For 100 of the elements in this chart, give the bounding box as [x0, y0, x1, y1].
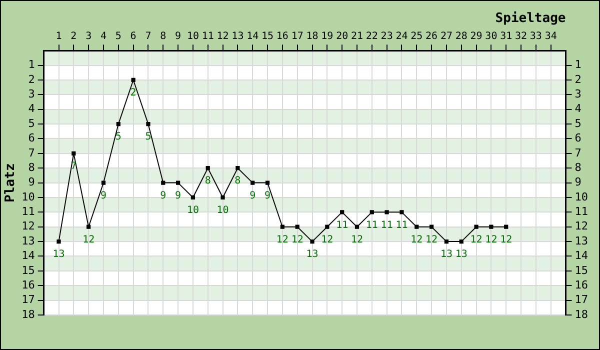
- y-tick-label: 18: [22, 308, 35, 321]
- x-tick-label: 11: [202, 31, 214, 42]
- y-tick-label: 13: [22, 234, 35, 248]
- point: [489, 224, 494, 229]
- y-tick-label: 1: [28, 58, 35, 72]
- point: [206, 166, 210, 170]
- x-tick-label: 4: [100, 31, 107, 42]
- point: [101, 180, 106, 185]
- x-tick-label: 23: [380, 31, 393, 42]
- y-tick-label: 6: [28, 132, 35, 145]
- point: [161, 180, 166, 185]
- data-label: 9: [100, 190, 107, 202]
- point: [354, 224, 360, 229]
- data-label: 12: [291, 234, 304, 246]
- data-label: 12: [350, 234, 364, 246]
- x-tick-label: 5: [115, 31, 122, 42]
- data-label: 2: [130, 88, 136, 99]
- y-tick-label: 9: [28, 176, 35, 189]
- x-tick-label: 31: [500, 31, 512, 42]
- point: [131, 78, 136, 82]
- x-tick-label: 33: [530, 31, 542, 42]
- y2-tick-label: 9: [574, 176, 582, 189]
- data-label: 5: [145, 132, 152, 143]
- point: [146, 122, 150, 126]
- y2-tick-label: 10: [574, 190, 588, 204]
- point: [280, 224, 284, 229]
- x-tick-label: 24: [396, 31, 408, 42]
- x-tick-label: 17: [291, 31, 304, 42]
- point: [384, 210, 389, 214]
- y2-tick-label: 12: [574, 220, 588, 233]
- point: [265, 180, 270, 185]
- y2-tick-label: 6: [574, 132, 582, 145]
- data-label: 9: [264, 190, 271, 202]
- y2-tick-label: 7: [574, 146, 582, 160]
- point: [236, 166, 240, 170]
- data-label: 9: [175, 190, 182, 202]
- point: [504, 224, 508, 229]
- x-tick-label: 14: [246, 31, 259, 42]
- x-tick-label: 25: [410, 31, 423, 42]
- y2-tick-label: 17: [574, 293, 588, 306]
- data-label: 12: [276, 234, 288, 246]
- y2-tick-label: 15: [574, 264, 588, 277]
- y-tick-label: 11: [22, 205, 35, 218]
- point: [72, 151, 76, 156]
- y-tick-label: 10: [22, 190, 35, 204]
- x-tick-label: 34: [544, 31, 557, 42]
- x-tick-label: 26: [426, 31, 438, 42]
- point: [190, 195, 196, 200]
- x-tick-label: 16: [276, 31, 288, 42]
- data-label: 12: [82, 234, 95, 246]
- point: [325, 224, 330, 229]
- y-tick-label: 15: [22, 264, 35, 277]
- x-tick-label: 27: [440, 31, 452, 42]
- x-tick-label: 18: [306, 31, 318, 42]
- y-tick-label: 8: [28, 160, 35, 174]
- y2-tick-label: 14: [574, 249, 588, 262]
- data-label: 8: [204, 176, 211, 187]
- y-tick-label: 17: [22, 293, 35, 306]
- data-label: 10: [216, 205, 229, 216]
- data-label: 13: [455, 249, 468, 260]
- x-tick-label: 30: [485, 31, 498, 42]
- y-tick-label: 7: [28, 146, 35, 160]
- y-tick-label: 2: [28, 72, 35, 86]
- y-tick-label: 4: [28, 102, 36, 116]
- x-tick-label: 15: [261, 31, 274, 42]
- data-label: 12: [470, 234, 482, 246]
- y-tick-label: 12: [22, 220, 35, 233]
- data-label: 9: [250, 190, 256, 202]
- x-tick-label: 9: [175, 31, 182, 42]
- point: [220, 195, 225, 200]
- data-label: 12: [426, 234, 438, 246]
- point: [310, 240, 314, 244]
- point: [444, 240, 449, 244]
- data-label: 11: [336, 220, 348, 231]
- x-tick-label: 1: [56, 31, 62, 42]
- point: [295, 224, 300, 229]
- data-label: 12: [321, 234, 334, 246]
- x-tick-label: 7: [145, 31, 152, 42]
- x-tick-label: 22: [366, 31, 378, 42]
- y-tick-label: 16: [22, 278, 35, 292]
- y-tick-label: 14: [22, 249, 36, 262]
- data-label: 13: [52, 249, 65, 260]
- data-label: 11: [380, 220, 393, 231]
- y2-tick-label: 11: [574, 205, 588, 218]
- y2-tick-label: 3: [574, 88, 582, 101]
- data-label: 5: [115, 132, 122, 143]
- y2-tick-label: 16: [574, 278, 588, 292]
- y2-tick-label: 5: [574, 116, 582, 130]
- data-label: 12: [485, 234, 498, 246]
- point: [370, 210, 374, 214]
- x-tick-label: 20: [336, 31, 348, 42]
- x-tick-label: 8: [160, 31, 166, 42]
- x-tick-label: 19: [321, 31, 334, 42]
- data-label: 13: [306, 249, 318, 260]
- x-axis-title: Spieltage: [495, 11, 566, 26]
- y-axis-title: Platz: [3, 163, 18, 202]
- point: [414, 224, 419, 229]
- point: [250, 180, 255, 185]
- data-label: 10: [186, 205, 199, 216]
- x-tick-label: 3: [86, 31, 92, 42]
